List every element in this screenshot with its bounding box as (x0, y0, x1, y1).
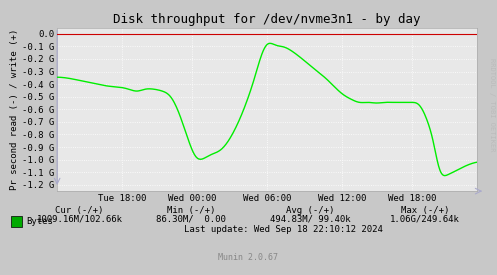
Text: Munin 2.0.67: Munin 2.0.67 (219, 253, 278, 262)
Text: Max (-/+): Max (-/+) (401, 206, 449, 215)
Text: 494.83M/ 99.40k: 494.83M/ 99.40k (270, 215, 351, 224)
Y-axis label: Pr second read (-) / write (+): Pr second read (-) / write (+) (10, 29, 19, 190)
Text: Avg (-/+): Avg (-/+) (286, 206, 335, 215)
Text: Min (-/+): Min (-/+) (167, 206, 216, 215)
Text: RRDTOOL / TOBI OETIKER: RRDTOOL / TOBI OETIKER (489, 58, 495, 151)
Text: 1009.16M/102.66k: 1009.16M/102.66k (36, 215, 123, 224)
Text: Cur (-/+): Cur (-/+) (55, 206, 104, 215)
Text: Bytes: Bytes (26, 217, 53, 226)
Text: Last update: Wed Sep 18 22:10:12 2024: Last update: Wed Sep 18 22:10:12 2024 (184, 226, 383, 234)
Title: Disk throughput for /dev/nvme3n1 - by day: Disk throughput for /dev/nvme3n1 - by da… (113, 13, 421, 26)
Text: 86.30M/  0.00: 86.30M/ 0.00 (157, 215, 226, 224)
Text: 1.06G/249.64k: 1.06G/249.64k (390, 215, 460, 224)
